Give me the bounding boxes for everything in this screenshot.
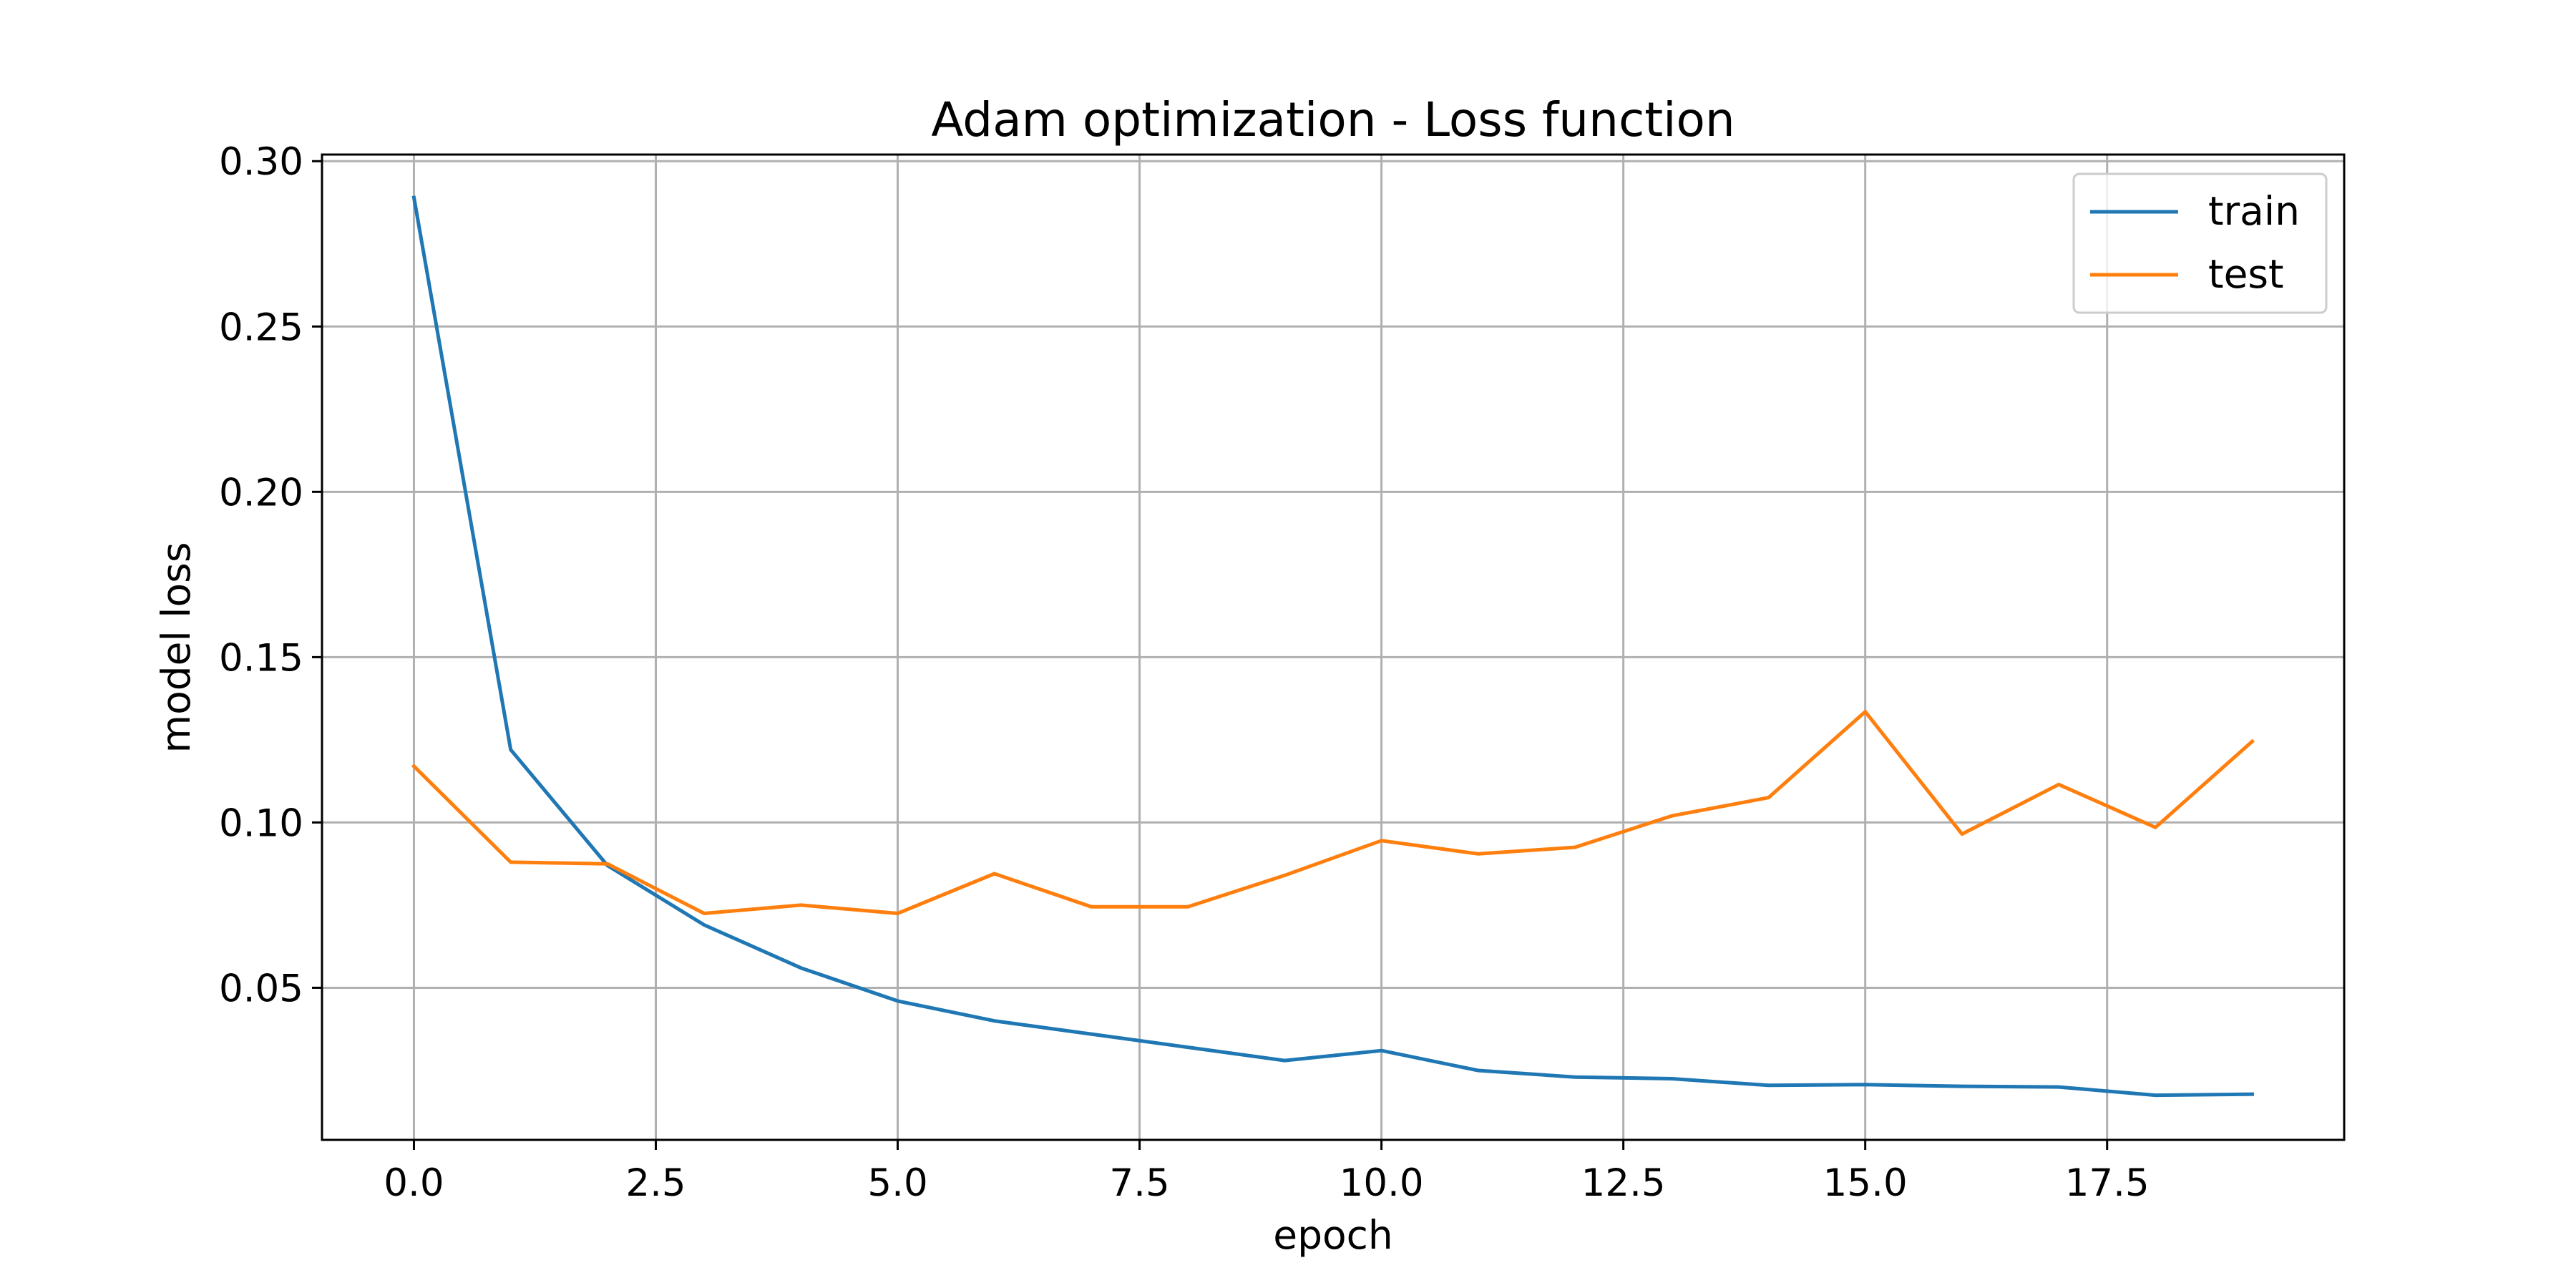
x-axis-title: epoch bbox=[1273, 1212, 1393, 1258]
chart-title: Adam optimization - Loss function bbox=[931, 92, 1735, 147]
x-tick-label: 2.5 bbox=[625, 1161, 686, 1205]
y-axis-title: model loss bbox=[153, 542, 199, 753]
legend-label-train: train bbox=[2208, 188, 2300, 234]
legend-label-test: test bbox=[2208, 251, 2284, 297]
y-tick-label: 0.05 bbox=[219, 967, 303, 1010]
y-tick-label: 0.30 bbox=[219, 140, 303, 184]
series-line-test bbox=[411, 710, 2255, 915]
x-tick-label: 17.5 bbox=[2065, 1161, 2150, 1205]
legend-box bbox=[2072, 172, 2328, 314]
series-line-train bbox=[411, 195, 2255, 1098]
y-tick-label: 0.15 bbox=[219, 636, 303, 680]
legend: train test bbox=[2072, 172, 2328, 314]
x-tick-label: 7.5 bbox=[1109, 1161, 1169, 1205]
y-tick-label: 0.25 bbox=[219, 306, 303, 349]
x-tick-label: 12.5 bbox=[1581, 1161, 1666, 1205]
x-tick-label: 0.0 bbox=[384, 1161, 444, 1205]
x-tick-label: 5.0 bbox=[867, 1161, 927, 1205]
series-lines bbox=[411, 195, 2255, 1098]
y-tick-label: 0.20 bbox=[219, 471, 303, 514]
plot-frame bbox=[321, 153, 2346, 1141]
x-tick-label: 10.0 bbox=[1340, 1161, 1424, 1205]
y-tick-label: 0.10 bbox=[219, 801, 303, 845]
grid bbox=[322, 155, 2344, 1140]
x-tick-label: 15.0 bbox=[1823, 1161, 1908, 1205]
axis-ticks: 0.0 2.5 5.0 7.5 10.0 12.5 15.0 17.5 0.05 0.10 0.15… bbox=[219, 140, 2150, 1205]
